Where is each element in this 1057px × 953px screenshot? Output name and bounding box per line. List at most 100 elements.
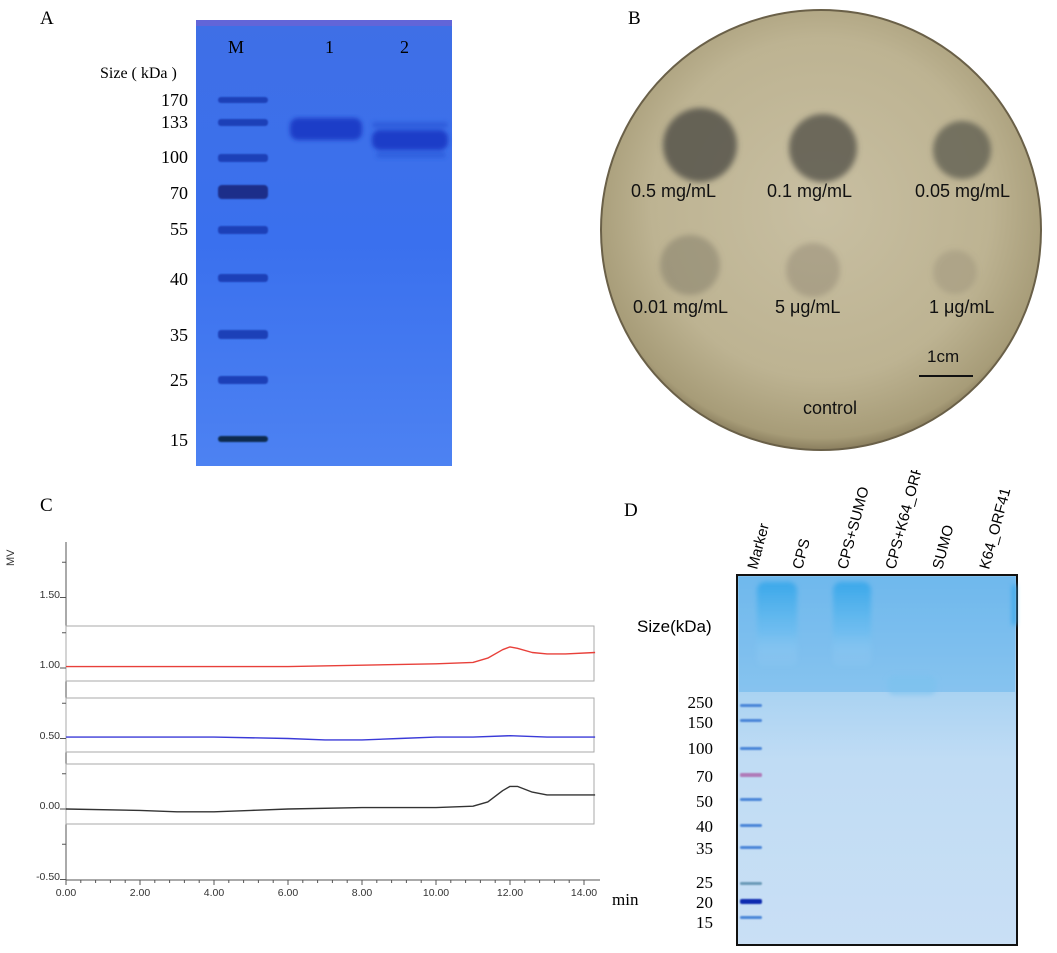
d-ladder-20 xyxy=(740,899,762,904)
trace-box-red xyxy=(65,625,595,682)
control-label: control xyxy=(803,398,857,418)
ytick-1-50: 1.50 xyxy=(40,589,61,601)
agar-plate xyxy=(600,9,1042,451)
size-15: 15 xyxy=(170,430,188,450)
d-ladder-40 xyxy=(740,824,762,827)
spot-label-0-1mg: 0.1 mg/mL xyxy=(767,181,852,201)
ladder-band-55 xyxy=(218,226,268,234)
x-axis-label: min xyxy=(612,890,639,909)
lane-label-marker: Marker xyxy=(744,522,773,571)
d-size-70: 70 xyxy=(696,767,713,786)
size-40: 40 xyxy=(170,269,188,289)
size-100: 100 xyxy=(161,147,188,167)
ytick-neg-0-50: -0.50 xyxy=(36,871,60,883)
spot-label-0-5mg: 0.5 mg/mL xyxy=(631,181,716,201)
gel-a-sample-bands xyxy=(290,118,448,158)
d-ladder-15 xyxy=(740,916,762,919)
xtick-4: 4.00 xyxy=(204,887,225,899)
ladder-band-35 xyxy=(218,330,268,339)
y-axis-label: MV xyxy=(5,549,17,566)
d-ladder-70 xyxy=(740,773,762,777)
d-ladder-250 xyxy=(740,704,762,707)
spot-label-5ug: 5 μg/mL xyxy=(775,297,840,317)
spot-0-05mg xyxy=(933,121,991,179)
spot-label-1ug: 1 μg/mL xyxy=(929,297,994,317)
scale-bar-label: 1cm xyxy=(927,347,959,366)
d-ladder-100 xyxy=(740,747,762,750)
panel-a-gel: M 1 2 Size ( kDa ) 170 133 100 70 55 40 … xyxy=(100,20,452,466)
xtick-6: 6.00 xyxy=(278,887,299,899)
d-size-15: 15 xyxy=(696,913,713,932)
d-size-20: 20 xyxy=(696,893,713,912)
ladder-band-25 xyxy=(218,376,268,384)
xtick-8: 8.00 xyxy=(352,887,373,899)
d-size-35: 35 xyxy=(696,839,713,858)
xtick-14: 14.00 xyxy=(571,887,597,899)
xtick-12: 12.00 xyxy=(497,887,523,899)
ytick-1-00: 1.00 xyxy=(40,659,61,671)
d-size-100: 100 xyxy=(688,739,714,758)
ladder-band-15 xyxy=(218,436,268,442)
lane-label-1: 1 xyxy=(325,37,334,57)
size-35: 35 xyxy=(170,325,188,345)
d-size-25: 25 xyxy=(696,873,713,892)
lane-label-cps: CPS xyxy=(789,537,813,571)
lane-cps-smear xyxy=(757,582,797,667)
size-170: 170 xyxy=(161,90,188,110)
panel-a-letter: A xyxy=(40,8,54,29)
panel-d-gel: Marker CPS CPS+SUMO CPS+K64_ORF41 SUMO K… xyxy=(637,470,1018,946)
size-kda-label-d: Size(kDa) xyxy=(637,617,712,636)
spot-0-01mg xyxy=(660,235,720,295)
lane-label-cps-k64: CPS+K64_ORF41 xyxy=(882,470,930,571)
panel-b-plate: 0.5 mg/mL 0.1 mg/mL 0.05 mg/mL 0.01 mg/m… xyxy=(600,9,1042,451)
ladder-band-133 xyxy=(218,119,268,126)
ladder-band-70 xyxy=(218,185,268,199)
series-line-black-trace xyxy=(65,785,596,813)
spot-0-1mg xyxy=(789,114,857,182)
spot-0-5mg xyxy=(663,108,737,182)
ladder-band-40 xyxy=(218,274,268,282)
size-kda-label: Size ( kDa ) xyxy=(100,65,177,82)
ytick-0-50: 0.50 xyxy=(40,730,61,742)
size-55: 55 xyxy=(170,219,188,239)
trace-box-blue xyxy=(65,697,595,753)
series-line-blue-trace xyxy=(66,734,596,741)
xtick-2: 2.00 xyxy=(130,887,151,899)
d-size-250: 250 xyxy=(688,693,714,712)
lane-label-m: M xyxy=(228,37,244,57)
size-70: 70 xyxy=(170,183,188,203)
gel-a-ladder xyxy=(218,97,268,442)
ytick-0-00: 0.00 xyxy=(40,800,61,812)
lane-cps-sumo-smear xyxy=(833,582,871,667)
d-size-150: 150 xyxy=(688,713,714,732)
lane-label-2: 2 xyxy=(400,37,409,57)
d-size-40: 40 xyxy=(696,817,713,836)
d-ladder-50 xyxy=(740,798,762,801)
spot-1ug xyxy=(933,250,977,294)
d-ladder-35 xyxy=(740,846,762,849)
lane-1-band xyxy=(290,118,362,140)
d-size-50: 50 xyxy=(696,792,713,811)
spot-5ug xyxy=(786,243,840,297)
xtick-10: 10.00 xyxy=(423,887,449,899)
trace-box-black xyxy=(65,763,595,825)
lane-label-cps-sumo: CPS+SUMO xyxy=(834,485,872,571)
lane-label-k64: K64_ORF41 xyxy=(976,486,1014,571)
gel-a-background xyxy=(196,20,452,466)
lane-2-band xyxy=(372,130,448,150)
size-133: 133 xyxy=(161,112,188,132)
gel-d-ladder xyxy=(740,704,762,919)
spot-label-0-05mg: 0.05 mg/mL xyxy=(915,181,1010,201)
panel-c-letter: C xyxy=(40,495,53,516)
lane-label-sumo: SUMO xyxy=(929,523,957,571)
size-25: 25 xyxy=(170,370,188,390)
spot-label-0-01mg: 0.01 mg/mL xyxy=(633,297,728,317)
ladder-band-170 xyxy=(218,97,268,103)
panel-b-letter: B xyxy=(628,8,641,29)
d-ladder-25 xyxy=(740,882,762,885)
series-line-red-trace xyxy=(66,646,596,668)
ladder-band-100 xyxy=(218,154,268,162)
d-ladder-150 xyxy=(740,719,762,722)
panel-c-chromatogram: MV min 1.50 1.00 0.50 0.00 -0.50 0.00 2.… xyxy=(5,542,639,909)
panel-d-letter: D xyxy=(624,500,638,521)
